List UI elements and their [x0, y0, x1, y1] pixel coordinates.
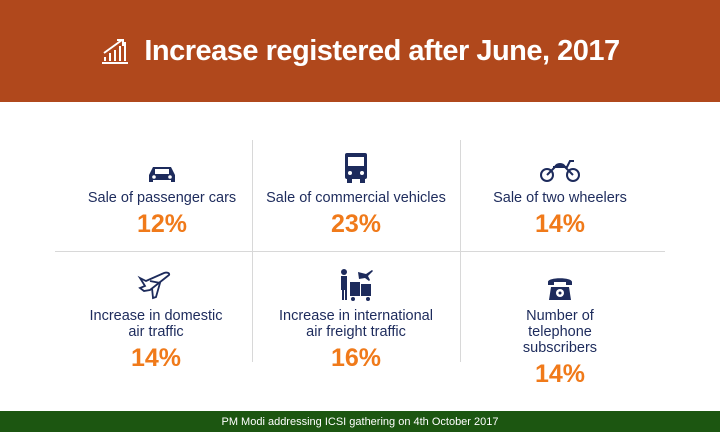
telephone-icon — [548, 278, 572, 300]
page-title: Increase registered after June, 2017 — [144, 34, 620, 67]
growth-chart-icon — [102, 39, 129, 64]
stat-value: 14% — [534, 360, 586, 388]
stat-label: Increase in international air freight tr… — [279, 308, 433, 340]
airplane-icon — [137, 271, 171, 300]
stat-two-wheelers: Sale of two wheelers 14% — [460, 150, 660, 239]
stat-value: 23% — [330, 210, 382, 238]
truck-icon — [345, 153, 367, 183]
stat-domestic-air-traffic: Increase in domestic air traffic 14% — [56, 268, 256, 373]
stat-label: Sale of passenger cars — [87, 190, 237, 206]
stat-value: 16% — [330, 344, 382, 372]
air-freight-icon — [341, 269, 373, 301]
stat-label: Sale of commercial vehicles — [266, 190, 446, 206]
stat-telephone-subscribers: Number of telephone subscribers 14% — [460, 266, 660, 389]
stat-value: 14% — [534, 210, 586, 238]
stat-label: Increase in domestic air traffic — [89, 308, 223, 340]
stat-label: Number of telephone subscribers — [522, 308, 598, 356]
motorcycle-icon — [540, 160, 580, 182]
footer-caption-bar: PM Modi addressing ICSI gathering on 4th… — [0, 411, 720, 432]
stat-label: Sale of two wheelers — [493, 190, 627, 206]
stat-value: 14% — [130, 344, 182, 372]
header-banner: Increase registered after June, 2017 — [0, 0, 720, 102]
stat-value: 12% — [136, 210, 188, 238]
stat-air-freight-traffic: Increase in international air freight tr… — [256, 264, 456, 373]
car-icon — [149, 167, 175, 182]
stat-passenger-cars: Sale of passenger cars 12% — [62, 154, 262, 239]
divider — [55, 251, 665, 252]
footer-caption: PM Modi addressing ICSI gathering on 4th… — [221, 415, 499, 428]
stat-commercial-vehicles: Sale of commercial vehicles 23% — [256, 148, 456, 239]
